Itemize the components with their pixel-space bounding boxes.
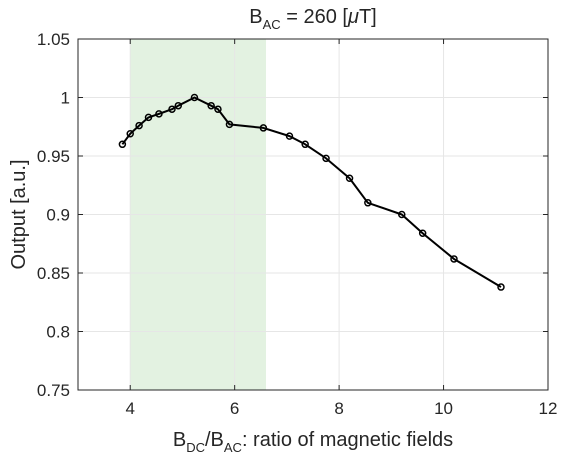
y-tick-label: 0.95 [37,147,70,166]
data-point [135,121,143,130]
x-tick-label: 8 [334,399,343,418]
data-point [259,124,268,132]
data-point [155,110,163,118]
y-tick-label: 0.85 [37,264,70,283]
y-axis-title: Output [a.u.] [8,159,30,269]
data-point [364,199,372,207]
data-point [450,255,458,263]
y-tick-label: 0.75 [37,381,70,400]
data-point [118,140,127,149]
data-point [301,140,309,149]
grid-layer [78,38,549,391]
data-point [225,120,234,129]
y-tick-label: 0.8 [46,323,70,342]
data-point [285,132,294,140]
tick-layer: 4 6 8 10 12 0.75 0.8 0.85 0.9 0.95 1 1.05 [37,30,558,418]
data-point [144,113,153,122]
data-point [207,101,215,110]
chart-title: BAC = 260 [μT] [249,6,376,32]
x-tick-label: 12 [539,399,558,418]
data-point [322,154,330,163]
data-point [174,101,183,110]
data-point [126,130,134,138]
data-point [190,93,199,102]
data-point [398,210,406,219]
y-tick-label: 1.05 [37,30,70,49]
y-tick-label: 0.9 [46,206,70,225]
data-point [497,283,505,291]
data-point [418,229,427,237]
data-point [168,105,176,113]
x-tick-label: 10 [434,399,453,418]
series-layer [118,93,505,291]
x-tick-label: 6 [230,399,239,418]
data-point [214,105,222,113]
x-axis-title: BDC/BAC: ratio of magnetic fields [173,429,453,455]
y-tick-label: 1 [61,89,70,108]
data-point [345,174,354,182]
x-tick-label: 4 [125,399,134,418]
